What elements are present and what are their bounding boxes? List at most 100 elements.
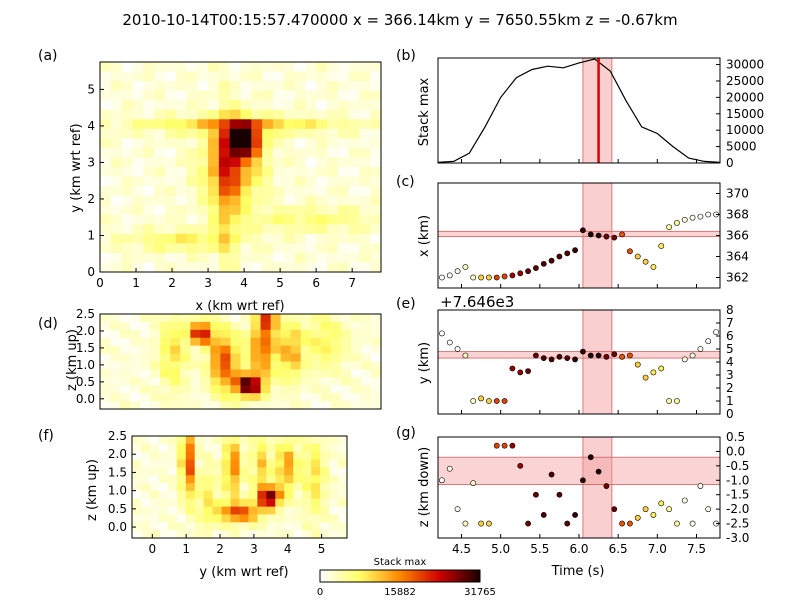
- heatmap-cell: [203, 506, 214, 516]
- heatmap-cell: [300, 361, 312, 371]
- heatmap-cell: [251, 214, 263, 225]
- panel-d-cells: [100, 314, 382, 410]
- heatmap-cell: [326, 224, 339, 235]
- heatmap-cell: [164, 62, 177, 73]
- heatmap-cell: [240, 71, 252, 82]
- data-point: [666, 224, 672, 230]
- heatmap-cell: [272, 119, 285, 130]
- heatmap-cell: [100, 214, 112, 225]
- heatmap-cell: [240, 147, 252, 159]
- heatmap-cell: [359, 100, 371, 111]
- heatmap-cell: [210, 401, 222, 410]
- heatmap-cell: [320, 401, 332, 410]
- data-point: [587, 454, 594, 461]
- heatmap-cell: [240, 205, 252, 216]
- heatmap-cell: [370, 233, 382, 244]
- heatmap-cell: [338, 514, 348, 523]
- heatmap-cell: [251, 109, 263, 120]
- heatmap-cell: [270, 345, 282, 355]
- panel-a-xtick-label: 4: [240, 276, 248, 290]
- heatmap-cell: [350, 385, 362, 394]
- heatmap-cell: [350, 393, 362, 402]
- heatmap-cell: [311, 498, 321, 508]
- heatmap-cell: [221, 467, 232, 476]
- heatmap-cell: [132, 530, 142, 539]
- heatmap-cell: [175, 157, 188, 168]
- heatmap-cell: [326, 252, 339, 264]
- heatmap-cell: [143, 224, 155, 235]
- heatmap-cell: [272, 81, 285, 92]
- heatmap-cell: [120, 377, 131, 386]
- heatmap-cell: [283, 62, 296, 73]
- heatmap-cell: [293, 514, 303, 523]
- heatmap-cell: [230, 451, 241, 461]
- heatmap-cell: [110, 186, 123, 197]
- heatmap-cell: [143, 81, 155, 92]
- heatmap-cell: [250, 329, 262, 339]
- heatmap-cell: [329, 490, 339, 500]
- heatmap-cell: [257, 530, 267, 539]
- panel-b-ytick-label: 0: [726, 156, 734, 170]
- heatmap-cell: [330, 385, 342, 394]
- heatmap-cell: [100, 81, 112, 92]
- data-point: [627, 352, 633, 359]
- heatmap-cell: [229, 224, 242, 235]
- heatmap-cell: [176, 514, 187, 523]
- heatmap-cell: [340, 337, 352, 347]
- heatmap-cell: [110, 157, 123, 168]
- heatmap-cell: [197, 100, 209, 111]
- heatmap-cell: [186, 71, 198, 82]
- heatmap-cell: [185, 498, 196, 508]
- heatmap-cell: [230, 361, 242, 371]
- heatmap-cell: [326, 109, 339, 120]
- heatmap-cell: [218, 81, 231, 92]
- heatmap-cell: [326, 205, 339, 216]
- heatmap-cell: [176, 506, 187, 516]
- heatmap-cell: [300, 321, 312, 331]
- heatmap-cell: [316, 214, 328, 225]
- heatmap-cell: [250, 393, 262, 402]
- heatmap-cell: [240, 393, 252, 402]
- heatmap-cell: [180, 321, 191, 331]
- heatmap-cell: [316, 262, 328, 273]
- heatmap-cell: [359, 224, 371, 235]
- heatmap-cell: [294, 233, 306, 244]
- heatmap-cell: [239, 514, 250, 523]
- heatmap-cell: [310, 353, 322, 363]
- panel-a-cells: [100, 62, 382, 273]
- heatmap-cell: [311, 490, 321, 500]
- heatmap-cell: [210, 314, 222, 323]
- heatmap-cell: [251, 119, 263, 130]
- data-point: [634, 361, 641, 368]
- heatmap-cell: [240, 214, 252, 225]
- heatmap-cell: [294, 243, 306, 254]
- heatmap-cell: [149, 498, 160, 508]
- heatmap-cell: [132, 90, 144, 101]
- heatmap-cell: [240, 157, 252, 168]
- panel-a-ytick-label: 0: [87, 265, 95, 279]
- heatmap-cell: [360, 314, 372, 323]
- heatmap-cell: [132, 459, 142, 468]
- heatmap-cell: [160, 329, 171, 339]
- heatmap-cell: [305, 224, 317, 235]
- heatmap-cell: [164, 205, 177, 216]
- heatmap-cell: [221, 490, 232, 500]
- heatmap-cell: [239, 443, 250, 453]
- heatmap-cell: [143, 119, 155, 130]
- heatmap-cell: [350, 321, 362, 331]
- heatmap-cell: [164, 195, 177, 206]
- heatmap-cell: [294, 176, 306, 187]
- data-point: [470, 480, 477, 487]
- heatmap-cell: [316, 119, 328, 130]
- heatmap-cell: [283, 176, 296, 187]
- heatmap-cell: [121, 147, 134, 159]
- heatmap-cell: [158, 506, 169, 516]
- heatmap-cell: [164, 128, 177, 139]
- heatmap-cell: [218, 233, 231, 244]
- heatmap-cell: [257, 522, 267, 531]
- heatmap-cell: [186, 262, 198, 273]
- heatmap-cell: [143, 205, 155, 216]
- heatmap-cell: [110, 119, 123, 130]
- heatmap-cell: [350, 314, 362, 323]
